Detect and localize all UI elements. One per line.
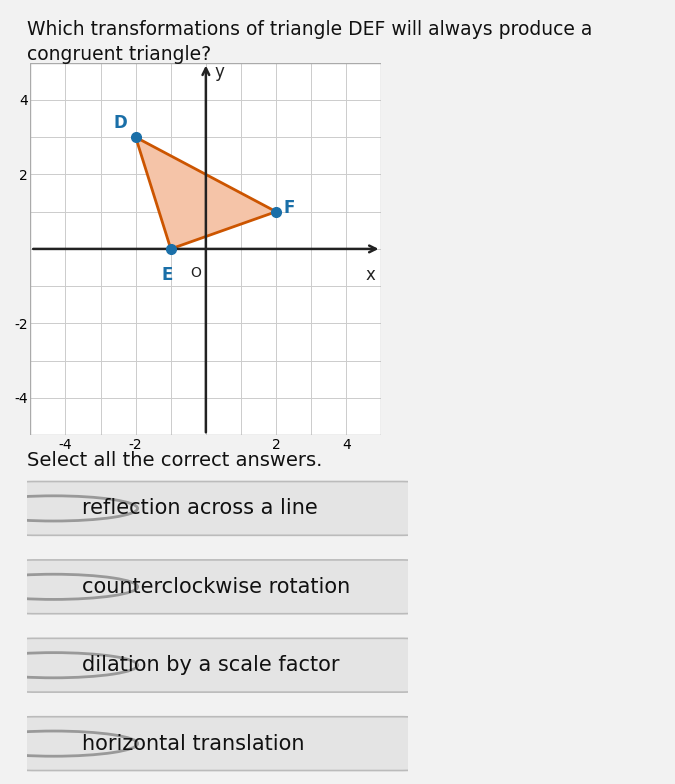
Text: y: y	[215, 63, 225, 81]
Text: congruent triangle?: congruent triangle?	[27, 45, 211, 64]
Text: dilation by a scale factor: dilation by a scale factor	[82, 655, 340, 675]
Text: counterclockwise rotation: counterclockwise rotation	[82, 577, 350, 597]
Text: x: x	[366, 266, 376, 284]
Text: E: E	[161, 266, 173, 284]
FancyBboxPatch shape	[22, 560, 414, 614]
Polygon shape	[136, 137, 276, 249]
FancyBboxPatch shape	[22, 717, 414, 771]
Text: Which transformations of triangle DEF will always produce a: Which transformations of triangle DEF wi…	[27, 20, 593, 38]
Text: O: O	[190, 266, 200, 280]
Text: horizontal translation: horizontal translation	[82, 734, 305, 753]
Text: reflection across a line: reflection across a line	[82, 499, 318, 518]
FancyBboxPatch shape	[22, 481, 414, 535]
Text: D: D	[113, 114, 127, 132]
FancyBboxPatch shape	[22, 638, 414, 692]
Text: Select all the correct answers.: Select all the correct answers.	[27, 451, 323, 470]
Text: F: F	[283, 199, 294, 217]
